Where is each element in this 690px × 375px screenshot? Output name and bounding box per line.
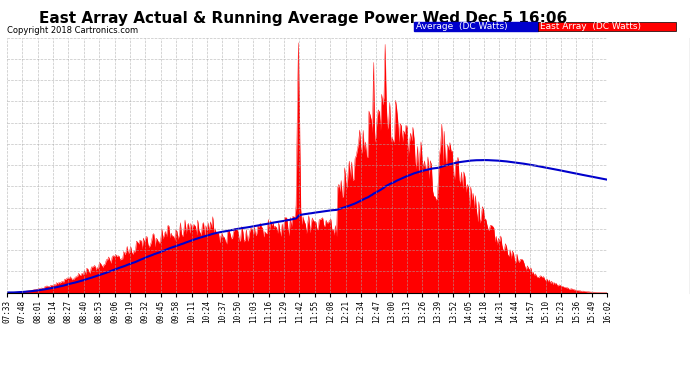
Text: East Array Actual & Running Average Power Wed Dec 5 16:06: East Array Actual & Running Average Powe… xyxy=(39,11,568,26)
Text: Copyright 2018 Cartronics.com: Copyright 2018 Cartronics.com xyxy=(7,26,138,35)
Text: East Array  (DC Watts): East Array (DC Watts) xyxy=(540,22,641,31)
Text: Average  (DC Watts): Average (DC Watts) xyxy=(416,22,508,31)
